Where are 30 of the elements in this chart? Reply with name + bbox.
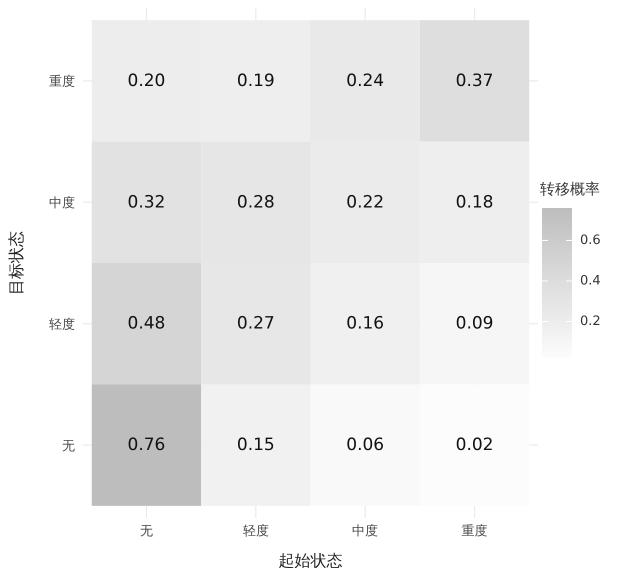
- y-tick-label: 轻度: [49, 316, 75, 332]
- data-label: 0.15: [236, 435, 275, 456]
- data-label: 0.06: [346, 435, 384, 456]
- data-label: 0.02: [456, 435, 494, 456]
- data-label: 0.19: [236, 70, 275, 91]
- data-label: 0.24: [346, 70, 384, 91]
- x-tick-label: 轻度: [242, 523, 269, 540]
- data-label: 0.37: [456, 70, 494, 91]
- y-axis-title: 目标状态: [6, 231, 26, 295]
- data-label: 0.20: [128, 70, 166, 91]
- y-tick-label: 中度: [49, 194, 75, 211]
- data-label: 0.76: [128, 435, 166, 456]
- data-label: 0.09: [456, 314, 494, 334]
- x-axis-title: 起始状态: [278, 551, 342, 570]
- data-label: 0.22: [346, 192, 384, 212]
- data-label: 0.48: [128, 314, 166, 334]
- y-tick-label: 重度: [49, 73, 75, 90]
- color-bar-label: 0.4: [580, 273, 601, 288]
- x-tick-label: 重度: [462, 523, 488, 540]
- color-bar-label: 0.2: [580, 314, 601, 330]
- data-label: 0.32: [128, 192, 166, 212]
- data-label: 0.28: [236, 192, 275, 212]
- color-bar-title: 转移概率: [540, 180, 600, 198]
- data-label: 0.18: [456, 192, 494, 212]
- x-tick-label: 中度: [352, 523, 378, 540]
- x-tick-label: 无: [140, 524, 153, 540]
- data-label: 0.16: [346, 314, 384, 334]
- y-tick-label: 无: [62, 438, 75, 454]
- color-bar-label: 0.6: [580, 232, 601, 248]
- data-label: 0.27: [236, 314, 275, 334]
